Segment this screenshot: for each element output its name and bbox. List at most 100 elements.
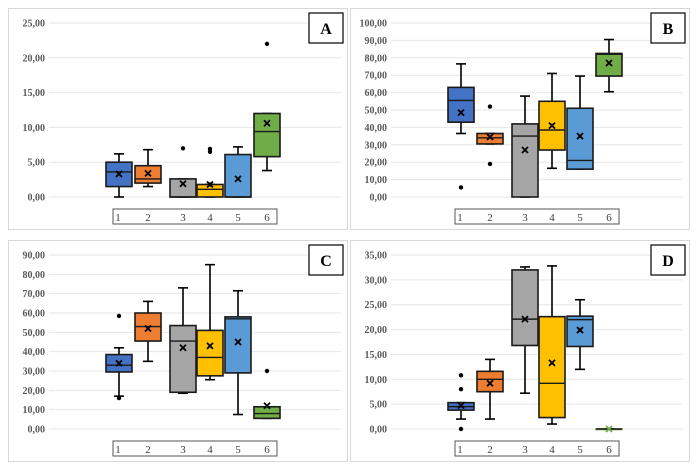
mean-marker <box>457 108 465 117</box>
y-tick-label: 60,00 <box>365 88 388 99</box>
mean-marker <box>576 326 584 334</box>
y-tick-label: 30,00 <box>365 275 388 286</box>
panel-label: B <box>663 21 674 38</box>
category-label: 6 <box>264 444 270 456</box>
y-tick-label: 20,00 <box>23 53 46 64</box>
outlier-point <box>207 182 213 187</box>
boxplot-c: 0,00 10,00 20,00 30,00 40,00 50,00 60,00 70,00 8… <box>23 244 344 457</box>
boxplot-b: 0,00 10,00 20,00 30,00 40,00 50,00 60,00 70,00 8… <box>360 12 686 225</box>
panel-label: C <box>320 253 332 270</box>
mean-marker <box>486 379 494 387</box>
mean-marker <box>576 132 584 140</box>
panel-label-box <box>308 244 344 276</box>
mean-marker <box>605 425 613 433</box>
y-tick-label: 0,00 <box>370 425 388 436</box>
box-2 <box>476 132 504 145</box>
category-label: 6 <box>264 212 270 224</box>
panel-c: 0,00 10,00 20,00 30,00 40,00 50,00 60,00 70,00 8… <box>8 240 348 462</box>
y-tick-label: 15,00 <box>23 88 46 99</box>
outlier-point <box>116 395 122 401</box>
category-label: 1 <box>115 212 121 224</box>
mean-marker <box>263 119 271 127</box>
panel-label-box <box>650 244 686 276</box>
box-2 <box>476 370 504 393</box>
box-3 <box>169 324 197 394</box>
box-5 <box>566 107 594 170</box>
mean-marker <box>115 170 123 178</box>
outlier-point <box>487 104 493 109</box>
outlier-point <box>458 185 464 190</box>
box-5 <box>224 153 252 198</box>
category-label: 3 <box>180 444 186 456</box>
outlier-point <box>264 41 270 47</box>
category-label: 4 <box>207 212 213 224</box>
category-label: 6 <box>606 212 612 224</box>
category-axis-box <box>454 208 620 225</box>
outlier-point <box>207 146 213 152</box>
box-3 <box>511 123 539 198</box>
y-tick-label: 30,00 <box>23 367 46 378</box>
y-tick-label: 10,00 <box>23 405 46 416</box>
outlier-point <box>264 368 270 374</box>
box-6 <box>595 52 623 77</box>
y-tick-label: 25,00 <box>23 19 46 30</box>
y-tick-label: 25,00 <box>365 300 388 311</box>
category-label: 3 <box>522 212 528 224</box>
mean-marker <box>144 169 152 177</box>
panel-d: 0,00 5,00 10,00 15,00 20,00 25,00 30,00 35,00 1 2… <box>350 240 690 462</box>
mean-marker <box>521 146 529 154</box>
category-label: 1 <box>115 444 121 456</box>
y-tick-label: 10,00 <box>365 375 388 386</box>
outlier-point <box>180 146 186 151</box>
y-tick-label: 20,00 <box>365 325 388 336</box>
mean-marker <box>548 122 556 130</box>
mean-marker <box>234 175 242 183</box>
y-tick-label: 15,00 <box>365 350 388 361</box>
y-tick-label: 100,00 <box>360 19 388 30</box>
category-label: 4 <box>549 444 555 456</box>
category-label: 2 <box>145 212 151 224</box>
box-3 <box>511 269 539 347</box>
category-label: 4 <box>549 212 555 224</box>
box-6 <box>253 405 281 420</box>
category-label: 2 <box>487 444 493 456</box>
panel-b: 0,00 10,00 20,00 30,00 40,00 50,00 60,00 70,00 8… <box>350 8 690 230</box>
mean-marker <box>263 402 271 410</box>
category-label: 2 <box>487 212 493 224</box>
panel-label-box <box>650 12 686 44</box>
mean-marker <box>486 133 494 141</box>
mean-marker <box>144 324 152 333</box>
y-tick-label: 5,00 <box>28 158 46 169</box>
category-axis-box <box>454 440 620 457</box>
y-tick-label: 70,00 <box>23 289 46 300</box>
mean-marker <box>548 359 556 367</box>
category-axis-box <box>112 208 278 225</box>
outlier-point <box>487 161 493 167</box>
outlier-point <box>116 313 122 319</box>
y-tick-label: 0,00 <box>370 193 388 204</box>
outlier-point <box>458 373 464 378</box>
y-tick-label: 90,00 <box>365 36 388 47</box>
panel-label-box <box>308 12 344 44</box>
outlier-point <box>458 387 464 392</box>
outlier-point <box>458 426 464 432</box>
mean-marker <box>179 344 187 352</box>
panel-a: 0,00 5,00 10,00 15,00 20,00 25,00 1 2 3 4 5 6 A <box>8 8 348 230</box>
box-6 <box>253 112 281 158</box>
y-tick-label: 80,00 <box>23 270 46 281</box>
y-tick-label: 20,00 <box>23 386 46 397</box>
category-label: 5 <box>235 212 241 224</box>
box-4 <box>196 329 224 377</box>
panel-label: D <box>662 253 674 270</box>
y-tick-label: 70,00 <box>365 71 388 82</box>
y-tick-label: 40,00 <box>365 123 388 134</box>
category-label: 4 <box>207 444 213 456</box>
y-tick-label: 0,00 <box>28 425 46 436</box>
box-4 <box>538 315 566 419</box>
category-label: 5 <box>577 444 583 456</box>
category-label: 6 <box>606 444 612 456</box>
y-tick-label: 30,00 <box>365 140 388 151</box>
category-axis-box <box>112 440 278 457</box>
category-label: 5 <box>235 444 241 456</box>
category-label: 5 <box>577 212 583 224</box>
